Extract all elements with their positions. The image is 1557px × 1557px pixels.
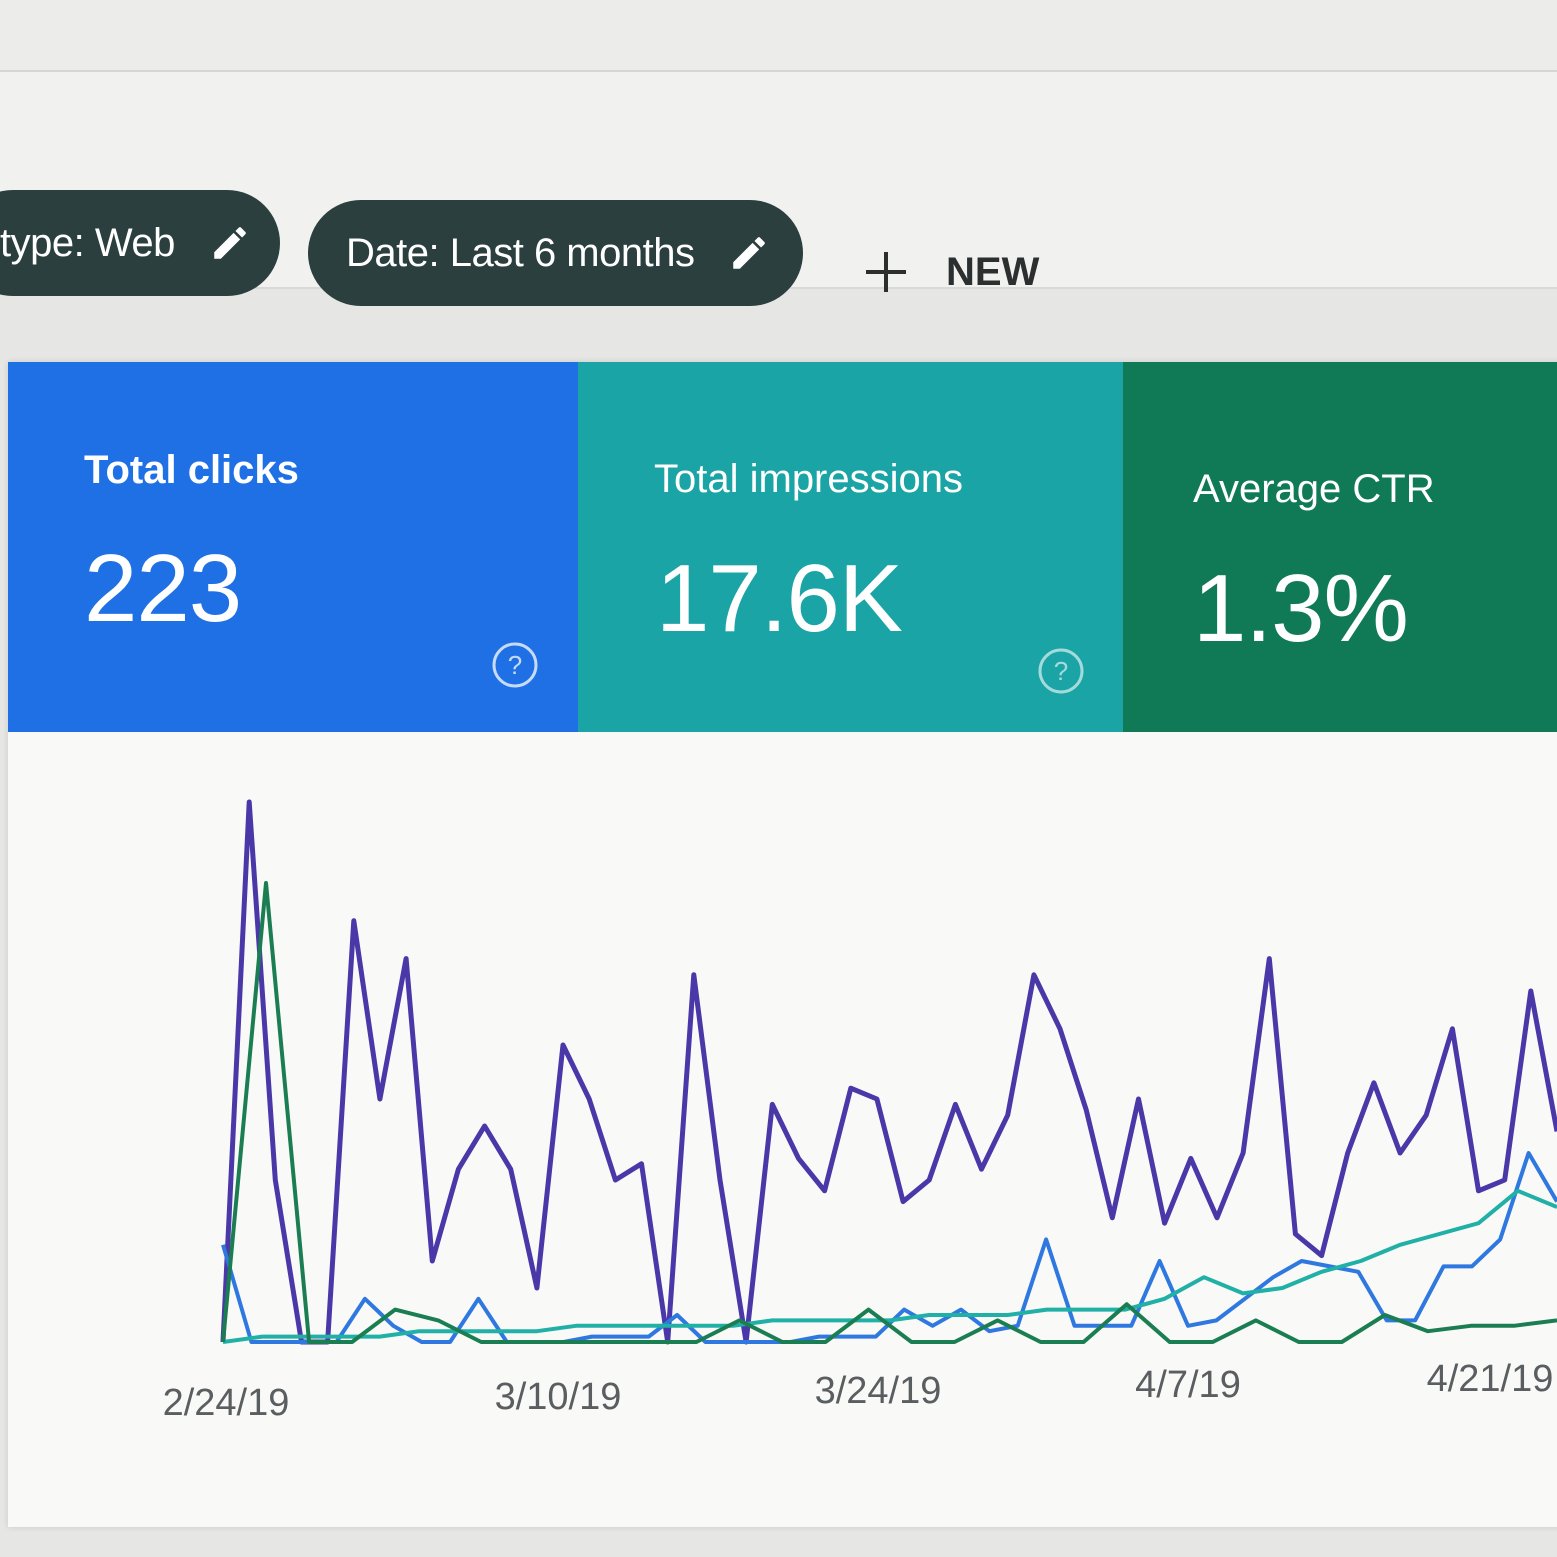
help-circle-icon[interactable]: ? — [1036, 646, 1086, 701]
filter-bar: type: Web Date: Last 6 months NEW — [0, 72, 1557, 306]
x-tick-label: 4/21/19 — [1426, 1358, 1554, 1400]
metric-label: Average CTR — [1193, 467, 1435, 511]
browser-top-band — [0, 0, 1557, 72]
metric-tile-total-clicks[interactable]: Total clicks 223 ? — [8, 362, 578, 732]
chart-plot — [220, 799, 1557, 1345]
plus-icon — [862, 248, 910, 296]
svg-text:?: ? — [508, 650, 522, 680]
metric-tile-total-impressions[interactable]: Total impressions 17.6K ? — [578, 362, 1123, 732]
series-line-line_ctr — [221, 881, 1557, 1344]
new-filter-button[interactable]: NEW — [862, 232, 1039, 312]
performance-chart: 2/24/19 3/10/19 3/24/19 4/7/19 4/21/19 — [8, 732, 1557, 1527]
metric-value: 17.6K — [656, 545, 903, 652]
x-tick-label: 3/24/19 — [814, 1370, 942, 1412]
filter-chip-date[interactable]: Date: Last 6 months — [308, 200, 803, 306]
metric-label: Total impressions — [654, 457, 964, 501]
metric-value: 1.3% — [1193, 555, 1409, 662]
x-tick-label: 2/24/19 — [162, 1382, 290, 1424]
performance-card: Total clicks 223 ? Total impressions 17.… — [8, 362, 1557, 1527]
help-circle-icon[interactable]: ? — [490, 640, 540, 695]
pencil-icon[interactable] — [209, 222, 251, 264]
series-line-line_ctr_light — [222, 1188, 1557, 1344]
series-line-line_impressions — [220, 799, 1557, 1345]
pencil-icon[interactable] — [728, 232, 770, 274]
filter-chip-search-type[interactable]: type: Web — [0, 190, 280, 296]
metric-tile-average-ctr[interactable]: Average CTR 1.3% — [1123, 362, 1557, 732]
metric-label: Total clicks — [84, 448, 299, 492]
x-tick-label: 4/7/19 — [1135, 1364, 1241, 1406]
x-tick-label: 3/10/19 — [494, 1376, 622, 1418]
filter-chip-label: Date: Last 6 months — [346, 230, 695, 275]
svg-text:?: ? — [1054, 656, 1068, 686]
new-filter-label: NEW — [946, 249, 1040, 294]
filter-chip-label: type: Web — [0, 220, 175, 265]
metric-value: 223 — [84, 535, 242, 642]
